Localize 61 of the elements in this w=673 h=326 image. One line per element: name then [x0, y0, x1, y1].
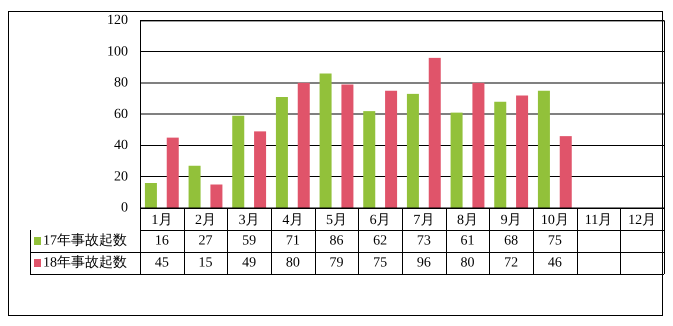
- bar: [276, 97, 288, 208]
- y-tick-label: 120: [107, 13, 128, 28]
- data-label: 71: [286, 234, 300, 249]
- bar: [385, 90, 398, 208]
- data-label: 59: [242, 234, 256, 249]
- data-label: 27: [198, 234, 212, 249]
- bar: [406, 94, 419, 208]
- bar: [428, 58, 441, 208]
- data-label: 72: [504, 256, 518, 271]
- data-label: 75: [548, 234, 562, 249]
- data-label: 49: [242, 256, 256, 271]
- y-tick-label: 100: [107, 44, 128, 60]
- bar: [166, 138, 179, 208]
- x-tick-label: 6月: [370, 213, 391, 228]
- x-tick-label: 10月: [540, 213, 569, 228]
- x-tick-label: 8月: [457, 213, 478, 228]
- data-label: 80: [460, 256, 474, 271]
- x-tick-label: 2月: [195, 213, 216, 228]
- x-tick-label: 9月: [500, 213, 522, 228]
- y-tick-label: 0: [121, 200, 128, 216]
- x-tick-label: 4月: [282, 213, 304, 228]
- x-tick-label: 1月: [151, 213, 172, 228]
- data-label: 46: [548, 256, 562, 271]
- bar: [494, 102, 506, 208]
- bar: [516, 95, 528, 208]
- y-tick-label: 80: [114, 76, 128, 91]
- bar: [450, 112, 463, 208]
- data-label: 73: [416, 234, 431, 249]
- y-tick-label: 60: [114, 106, 128, 122]
- bar: [232, 116, 244, 208]
- x-tick-label: 11月: [584, 213, 612, 228]
- y-tick-label: 20: [114, 169, 128, 184]
- bar: [298, 82, 310, 208]
- bar: [254, 131, 266, 208]
- data-label: 16: [154, 234, 169, 249]
- bar: [341, 84, 354, 208]
- bar: [560, 136, 572, 208]
- legend-label: 17年事故起数: [43, 232, 127, 249]
- x-tick-label: 12月: [628, 213, 656, 228]
- data-label: 86: [330, 234, 344, 249]
- data-label: 96: [416, 256, 431, 271]
- x-tick-label: 7月: [413, 213, 434, 228]
- data-label: 62: [373, 234, 388, 249]
- data-label: 15: [198, 256, 212, 271]
- y-tick-label: 40: [114, 138, 128, 154]
- bar: [188, 166, 201, 208]
- bar: [363, 111, 376, 208]
- x-tick-label: 5月: [326, 213, 347, 228]
- bar: [320, 74, 332, 208]
- data-label: 79: [330, 256, 344, 271]
- data-label: 68: [504, 234, 518, 249]
- data-label: 45: [154, 256, 169, 271]
- bar: [538, 90, 550, 208]
- data-label: 61: [460, 234, 474, 249]
- legend-label: 18年事故起数: [43, 254, 127, 271]
- bar: [472, 82, 484, 208]
- data-label: 75: [373, 256, 388, 271]
- x-tick-label: 3月: [238, 213, 260, 228]
- bar: [144, 182, 157, 208]
- data-label: 80: [286, 256, 300, 271]
- bar: [210, 184, 222, 208]
